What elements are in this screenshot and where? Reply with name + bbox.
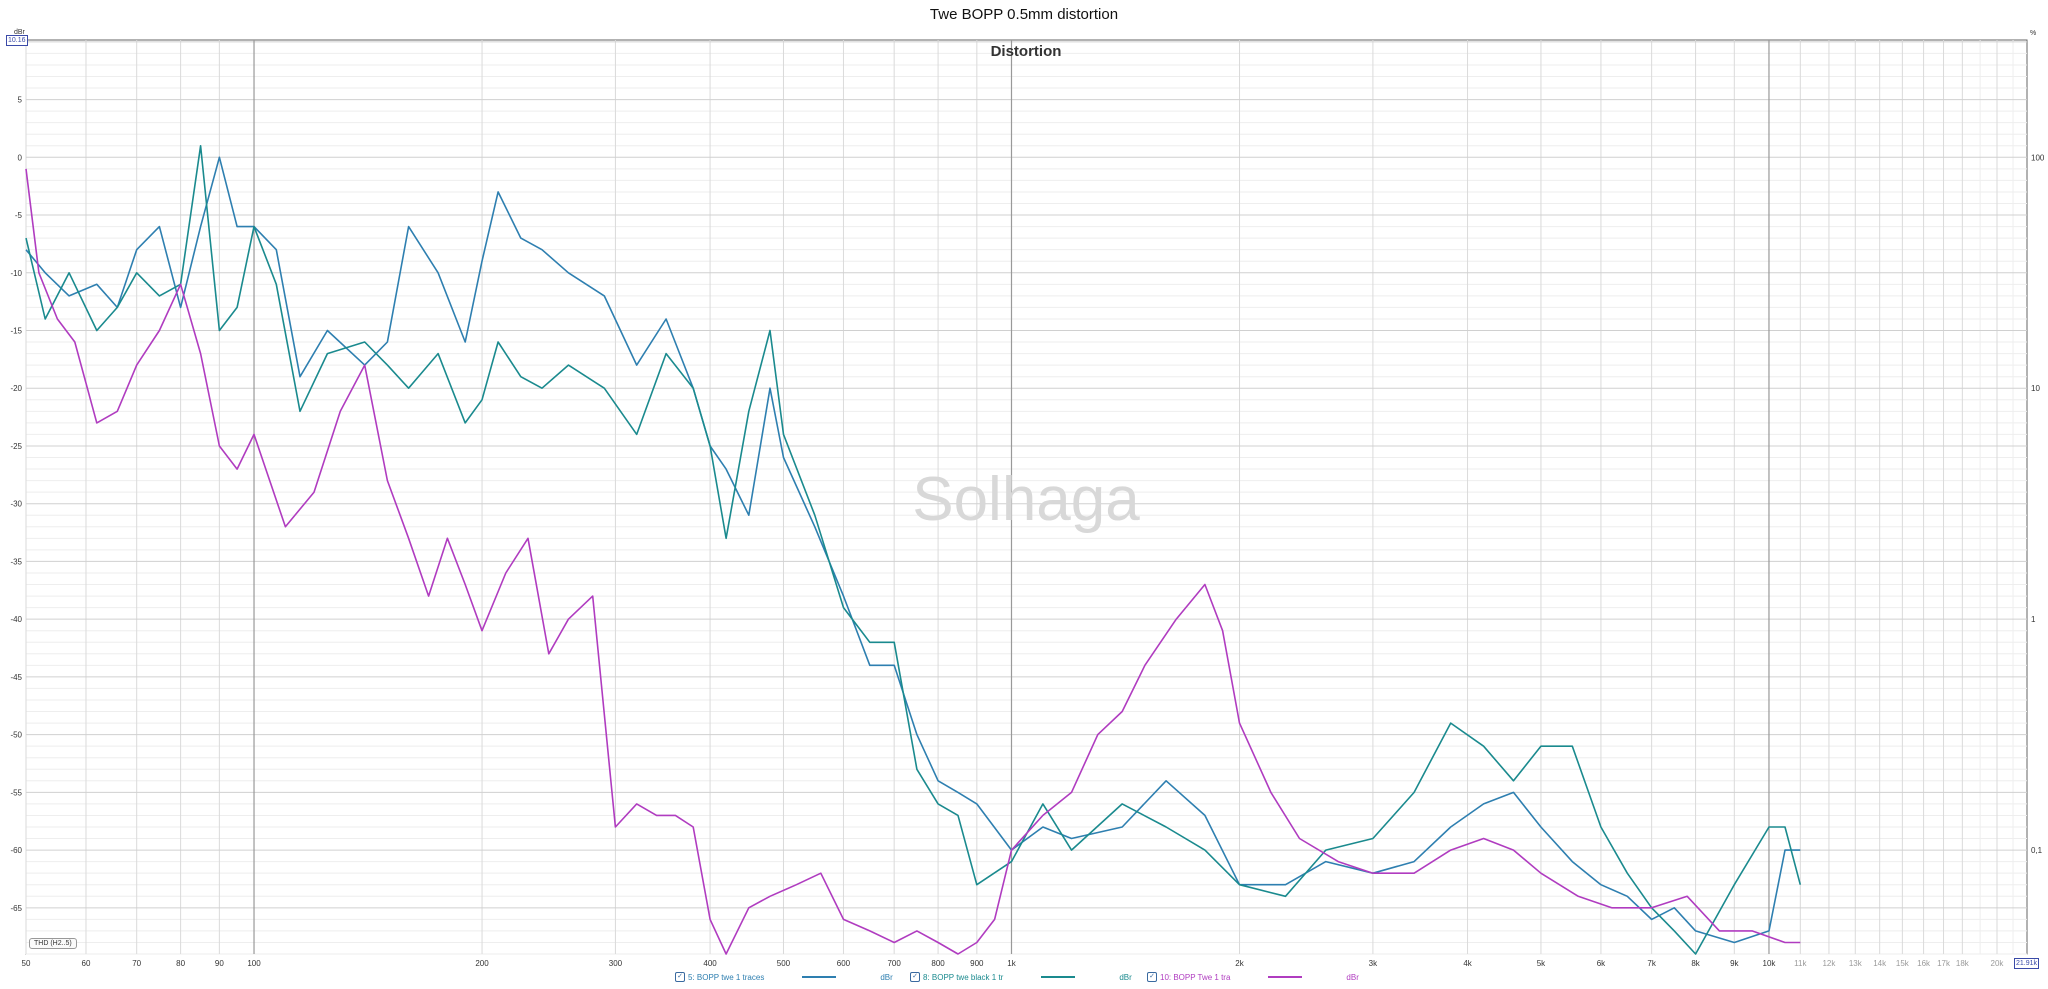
x-tick-label: 14k bbox=[1873, 959, 1887, 968]
x-tick-label: 15k bbox=[1896, 959, 1910, 968]
y-tick-label: -40 bbox=[10, 615, 22, 624]
y2-axis-ticks: 100 10 1 0,1 bbox=[2031, 153, 2045, 855]
x-tick-label: 16k bbox=[1917, 959, 1931, 968]
x-tick-label: 500 bbox=[777, 959, 791, 968]
x-tick-label: 6k bbox=[1597, 959, 1606, 968]
y-tick-label: -55 bbox=[10, 788, 22, 797]
x-tick-label: 5k bbox=[1537, 959, 1546, 968]
x-tick-label: 9k bbox=[1730, 959, 1739, 968]
y-tick-label: -50 bbox=[10, 731, 22, 740]
grid-major bbox=[26, 40, 2027, 954]
series-line bbox=[25, 145, 1802, 955]
x-tick-label: 400 bbox=[703, 959, 717, 968]
x-tick-label: 2k bbox=[1235, 959, 1244, 968]
x-tick-label: 18k bbox=[1956, 959, 1970, 968]
y-tick-label: -25 bbox=[10, 442, 22, 451]
x-tick-label: 1k bbox=[1007, 959, 1016, 968]
y-tick-label: -35 bbox=[10, 557, 22, 566]
legend-swatch bbox=[1041, 976, 1076, 978]
y-tick-label: -60 bbox=[10, 846, 22, 855]
x-tick-label: 13k bbox=[1849, 959, 1863, 968]
x-tick-label: 3k bbox=[1369, 959, 1378, 968]
x-end-value[interactable]: 21.91k bbox=[2014, 958, 2040, 969]
legend-unit: dBr bbox=[1119, 972, 1132, 982]
checkbox-icon[interactable]: ✓ bbox=[1147, 972, 1157, 982]
series-layer bbox=[25, 145, 1802, 955]
x-tick-label: 700 bbox=[887, 959, 901, 968]
y-tick-label: -10 bbox=[10, 269, 22, 278]
x-tick-label: 10k bbox=[1763, 959, 1777, 968]
y-tick-label: -20 bbox=[10, 384, 22, 393]
y2-unit-label: % bbox=[2030, 30, 2037, 37]
x-tick-label: 8k bbox=[1691, 959, 1700, 968]
y2-tick-label: 100 bbox=[2031, 153, 2045, 162]
x-tick-label: 60 bbox=[82, 959, 91, 968]
y-tick-label: -45 bbox=[10, 673, 22, 682]
y-tick-label: 0 bbox=[18, 153, 23, 162]
x-tick-label: 7k bbox=[1647, 959, 1656, 968]
y-tick-label: -30 bbox=[10, 500, 22, 509]
checkbox-icon[interactable]: ✓ bbox=[910, 972, 920, 982]
series-line bbox=[25, 168, 1801, 955]
x-tick-label: 600 bbox=[837, 959, 851, 968]
y-top-value[interactable]: 10.16 bbox=[6, 35, 28, 46]
x-tick-label: 17k bbox=[1937, 959, 1951, 968]
x-tick-label: 200 bbox=[475, 959, 489, 968]
legend-swatch bbox=[802, 976, 837, 978]
x-tick-label: 800 bbox=[931, 959, 945, 968]
legend-label: 10: BOPP Twe 1 tra bbox=[1160, 972, 1231, 982]
legend-unit: dBr bbox=[880, 972, 893, 982]
chart-title: Distortion bbox=[991, 43, 1062, 60]
x-axis-ticks: 50 60 70 80 90 100 200 300 400 500 600 700 800 900 1k 2… bbox=[22, 959, 2005, 968]
x-tick-label: 20k bbox=[1991, 959, 2005, 968]
x-tick-label: 50 bbox=[22, 959, 31, 968]
y-axis-ticks: 5 0 -5 -10 -15 -20 -25 -30 -35 -40 -45 -50 -55 -60 -65 bbox=[10, 96, 22, 913]
legend-item-5[interactable]: ✓ 5: BOPP twe 1 traces dBr bbox=[675, 972, 893, 982]
window-title: Twe BOPP 0.5mm distortion bbox=[929, 6, 1119, 23]
y-unit-label: dBr bbox=[14, 29, 25, 36]
legend-label: 5: BOPP twe 1 traces bbox=[688, 972, 765, 982]
y-tick-label: -65 bbox=[10, 904, 22, 913]
y2-tick-label: 1 bbox=[2031, 615, 2036, 624]
y2-tick-label: 10 bbox=[2031, 384, 2040, 393]
x-tick-label: 300 bbox=[609, 959, 623, 968]
y-tick-label: 5 bbox=[18, 96, 23, 105]
x-tick-label: 100 bbox=[247, 959, 261, 968]
legend-item-10[interactable]: ✓ 10: BOPP Twe 1 tra dBr bbox=[1147, 972, 1359, 982]
y-tick-label: -15 bbox=[10, 327, 22, 336]
x-tick-label: 80 bbox=[176, 959, 185, 968]
x-tick-label: 11k bbox=[1794, 959, 1807, 968]
y-tick-label: -5 bbox=[15, 211, 23, 220]
thd-selector[interactable]: THD (H2..5) bbox=[29, 938, 77, 949]
legend: ✓ 5: BOPP twe 1 traces dBr ✓ 8: BOPP twe… bbox=[0, 972, 2048, 986]
x-tick-label: 4k bbox=[1463, 959, 1472, 968]
x-tick-label: 900 bbox=[970, 959, 984, 968]
watermark: Solhaga bbox=[912, 465, 1140, 534]
legend-unit: dBr bbox=[1346, 972, 1359, 982]
legend-item-8[interactable]: ✓ 8: BOPP twe black 1 tr dBr bbox=[910, 972, 1132, 982]
grid-minor bbox=[25, 40, 2027, 955]
x-tick-label: 12k bbox=[1822, 959, 1836, 968]
checkbox-icon[interactable]: ✓ bbox=[675, 972, 685, 982]
x-tick-label: 90 bbox=[215, 959, 224, 968]
x-tick-label: 70 bbox=[132, 959, 141, 968]
y2-tick-label: 0,1 bbox=[2031, 846, 2043, 855]
legend-swatch bbox=[1268, 976, 1303, 978]
legend-label: 8: BOPP twe black 1 tr bbox=[923, 972, 1004, 982]
